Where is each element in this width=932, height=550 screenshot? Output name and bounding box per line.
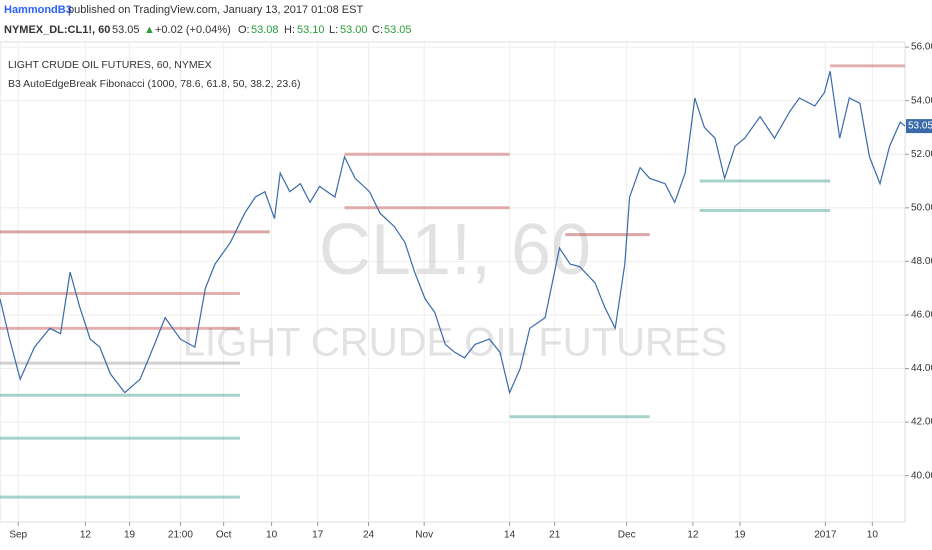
- price: 53.05: [112, 24, 140, 36]
- x-tick-label: 21:00: [168, 530, 193, 541]
- x-tick-label: Nov: [415, 530, 433, 541]
- x-tick-label: 12: [80, 530, 92, 541]
- x-tick-label: 10: [867, 530, 879, 541]
- price-line: [0, 71, 906, 395]
- x-tick-label: 2017: [814, 530, 837, 541]
- x-tick-label: Oct: [216, 530, 232, 541]
- x-tick-label: 14: [504, 530, 516, 541]
- watermark: CL1!, 60: [319, 210, 591, 290]
- legend-title: LIGHT CRUDE OIL FUTURES, 60, NYMEX: [8, 59, 212, 71]
- indicator-label: B3 AutoEdgeBreak Fibonacci (1000, 78.6, …: [8, 78, 300, 90]
- x-tick-label: 21: [549, 530, 561, 541]
- o-value: 53.08: [251, 24, 279, 36]
- y-tick-label: 42.00: [911, 417, 932, 428]
- h-value: 53.10: [297, 24, 325, 36]
- y-tick-label: 56.00: [911, 42, 932, 53]
- symbol: NYMEX_DL:CL1!, 60: [4, 24, 110, 36]
- last-price-box: [906, 119, 932, 134]
- c-value: 53.05: [384, 24, 412, 36]
- x-tick-label: 19: [734, 530, 746, 541]
- plot-frame: [0, 41, 906, 523]
- y-tick-label: 52.00: [911, 149, 932, 160]
- o-label: O:: [238, 24, 250, 36]
- published: published on TradingView.com, January 13…: [68, 4, 363, 16]
- c-label: C:: [372, 24, 383, 36]
- x-tick-label: Dec: [618, 530, 636, 541]
- x-tick-label: Sep: [9, 530, 27, 541]
- h-label: H:: [284, 24, 295, 36]
- y-tick-label: 40.00: [911, 470, 932, 481]
- x-tick-label: 24: [363, 530, 375, 541]
- author[interactable]: HammondB3: [4, 4, 72, 16]
- l-value: 53.00: [340, 24, 368, 36]
- x-tick-label: 19: [124, 530, 136, 541]
- watermark: LIGHT CRUDE OIL FUTURES: [183, 321, 728, 365]
- y-tick-label: 50.00: [911, 202, 932, 213]
- last-price-label: 53.05: [908, 121, 932, 132]
- y-tick-label: 46.00: [911, 310, 932, 321]
- change: +0.02 (+0.04%): [155, 24, 231, 36]
- y-tick-label: 48.00: [911, 256, 932, 267]
- y-tick-label: 54.00: [911, 95, 932, 106]
- x-tick-label: 10: [266, 530, 278, 541]
- l-label: L:: [329, 24, 338, 36]
- x-tick-label: 12: [687, 530, 699, 541]
- x-tick-label: 17: [312, 530, 324, 541]
- y-tick-label: 44.00: [911, 363, 932, 374]
- arrow: ▲: [144, 24, 155, 36]
